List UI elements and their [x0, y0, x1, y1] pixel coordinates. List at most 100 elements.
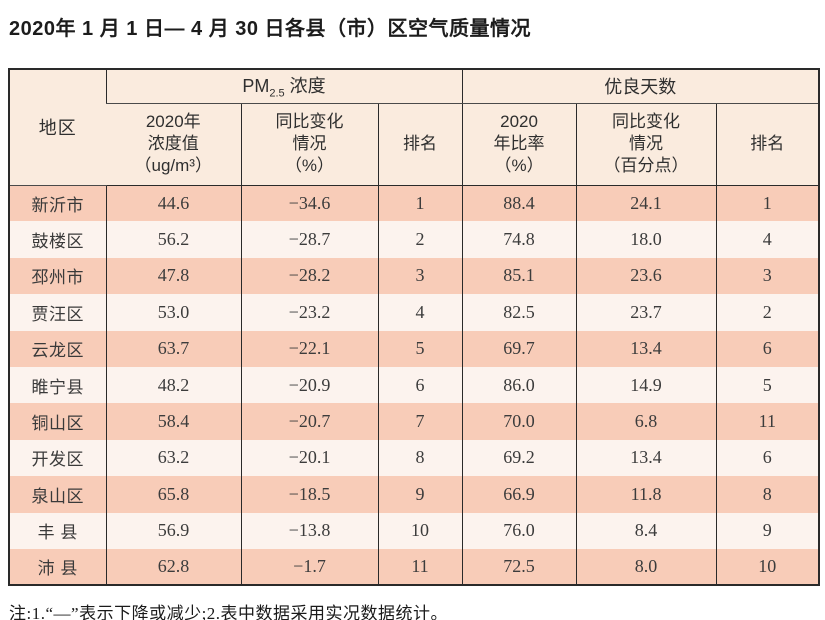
pm-change-cell: −20.7 [240, 403, 378, 440]
good-change-cell: 23.7 [575, 294, 717, 331]
pm-change-cell: −22.1 [240, 330, 378, 367]
good-rank-cell: 10 [715, 548, 820, 586]
good-change-cell: 8.4 [575, 512, 717, 549]
good-rank-cell: 8 [715, 476, 820, 513]
col-header-pm-rank: 排名 [377, 103, 463, 186]
pm-value-cell: 58.4 [105, 403, 241, 440]
good-rank-cell: 3 [715, 257, 820, 295]
col-header-pm-change: 同比变化 情况 （%） [240, 103, 378, 186]
good-ratio-cell: 86.0 [461, 366, 577, 404]
pm-value-cell: 48.2 [105, 366, 241, 404]
region-cell: 丰 县 [9, 512, 106, 549]
pm-subscript: 2.5 [269, 88, 285, 101]
pm-rank-cell: 7 [377, 403, 463, 440]
pm-rank-cell: 2 [377, 221, 463, 258]
col-header-good-change: 同比变化 情况 （百分点） [575, 103, 717, 186]
pm-change-cell: −20.9 [240, 366, 378, 404]
table-row: 贾汪区 53.0 −23.2 4 82.5 23.7 2 [9, 294, 820, 331]
col-header-pm-value: 2020年 浓度值 （ug/m³） [106, 103, 241, 186]
pm-change-cell: −34.6 [240, 185, 378, 222]
pm-rank-cell: 4 [377, 294, 463, 331]
good-rank-cell: 2 [715, 294, 820, 331]
table-row: 丰 县 56.9 −13.8 10 76.0 8.4 9 [9, 512, 820, 549]
pm-rank-cell: 8 [377, 439, 463, 477]
good-rank-cell: 5 [715, 366, 820, 404]
header-group-row: 地区 PM2.5 浓度 优良天数 [9, 69, 820, 186]
table-row: 沛 县 62.8 −1.7 11 72.5 8.0 10 [9, 548, 820, 586]
pm-value-cell: 53.0 [105, 294, 241, 331]
good-change-cell: 13.4 [575, 330, 717, 367]
region-cell: 新沂市 [9, 185, 106, 222]
pm-change-cell: −28.7 [240, 221, 378, 258]
pm-group-suffix: 浓度 [284, 76, 326, 97]
good-ratio-cell: 66.9 [461, 476, 577, 513]
pm-rank-cell: 1 [377, 185, 463, 222]
good-ratio-cell: 72.5 [461, 548, 577, 586]
good-change-cell: 24.1 [575, 185, 717, 222]
table-row: 开发区 63.2 −20.1 8 69.2 13.4 6 [9, 439, 820, 477]
region-cell: 贾汪区 [9, 294, 106, 331]
good-change-cell: 14.9 [575, 366, 717, 404]
good-ratio-cell: 69.2 [461, 439, 577, 477]
pm-rank-cell: 10 [377, 512, 463, 549]
pm-value-cell: 62.8 [105, 548, 241, 586]
pm-group-header: PM2.5 浓度 [105, 69, 463, 104]
pm-rank-cell: 5 [377, 330, 463, 367]
pm-rank-cell: 9 [377, 476, 463, 513]
pm-value-cell: 65.8 [105, 476, 241, 513]
good-rank-cell: 6 [715, 439, 820, 477]
pm-value-cell: 63.7 [105, 330, 241, 367]
table-row: 鼓楼区 56.2 −28.7 2 74.8 18.0 4 [9, 221, 820, 258]
pm-change-cell: −20.1 [240, 439, 378, 477]
pm-change-cell: −18.5 [240, 476, 378, 513]
table-row: 泉山区 65.8 −18.5 9 66.9 11.8 8 [9, 476, 820, 513]
good-rank-cell: 6 [715, 330, 820, 367]
good-change-cell: 8.0 [575, 548, 717, 586]
pm-value-cell: 44.6 [105, 185, 241, 222]
good-change-cell: 23.6 [575, 257, 717, 295]
good-rank-cell: 9 [715, 512, 820, 549]
good-ratio-cell: 74.8 [461, 221, 577, 258]
header-sub-row: 2020年 浓度值 （ug/m³） 同比变化 情况 （%） 排名 2020 年比… [9, 103, 820, 186]
pm-value-cell: 56.9 [105, 512, 241, 549]
table-row: 睢宁县 48.2 −20.9 6 86.0 14.9 5 [9, 366, 820, 404]
pm-value-cell: 47.8 [105, 257, 241, 295]
region-cell: 开发区 [9, 439, 106, 477]
table-row: 新沂市 44.6 −34.6 1 88.4 24.1 1 [9, 185, 820, 222]
good-rank-cell: 1 [715, 185, 820, 222]
region-cell: 铜山区 [9, 403, 106, 440]
good-ratio-cell: 70.0 [461, 403, 577, 440]
good-days-group-header: 优良天数 [461, 69, 820, 104]
region-cell: 云龙区 [9, 330, 106, 367]
table-row: 铜山区 58.4 −20.7 7 70.0 6.8 11 [9, 403, 820, 440]
pm-change-cell: −28.2 [240, 257, 378, 295]
col-header-good-ratio: 2020 年比率 （%） [461, 103, 577, 186]
region-cell: 泉山区 [9, 476, 106, 513]
pm-value-cell: 56.2 [105, 221, 241, 258]
pm-group-label: PM [242, 76, 270, 97]
good-ratio-cell: 85.1 [461, 257, 577, 295]
region-header-cell: 地区 [9, 69, 106, 186]
region-cell: 鼓楼区 [9, 221, 106, 258]
air-quality-table: 地区 PM2.5 浓度 优良天数 2020年 浓度值 （ug/m³） 同比变化 … [8, 68, 821, 587]
good-ratio-cell: 82.5 [461, 294, 577, 331]
region-cell: 沛 县 [9, 548, 106, 586]
good-change-cell: 6.8 [575, 403, 717, 440]
page-title: 2020年 1 月 1 日— 4 月 30 日各县（市）区空气质量情况 [9, 18, 532, 40]
good-rank-cell: 11 [715, 403, 820, 440]
pm-change-cell: −1.7 [240, 548, 378, 586]
pm-change-cell: −23.2 [240, 294, 378, 331]
good-ratio-cell: 69.7 [461, 330, 577, 367]
footnote: 注:1.“—”表示下降或减少;2.表中数据采用实况数据统计。 [9, 604, 449, 620]
good-rank-cell: 4 [715, 221, 820, 258]
good-ratio-cell: 88.4 [461, 185, 577, 222]
pm-rank-cell: 3 [377, 257, 463, 295]
region-cell: 睢宁县 [9, 366, 106, 404]
table-row: 云龙区 63.7 −22.1 5 69.7 13.4 6 [9, 330, 820, 367]
table-row: 邳州市 47.8 −28.2 3 85.1 23.6 3 [9, 257, 820, 295]
pm-rank-cell: 6 [377, 366, 463, 404]
good-change-cell: 18.0 [575, 221, 717, 258]
good-change-cell: 13.4 [575, 439, 717, 477]
good-change-cell: 11.8 [575, 476, 717, 513]
